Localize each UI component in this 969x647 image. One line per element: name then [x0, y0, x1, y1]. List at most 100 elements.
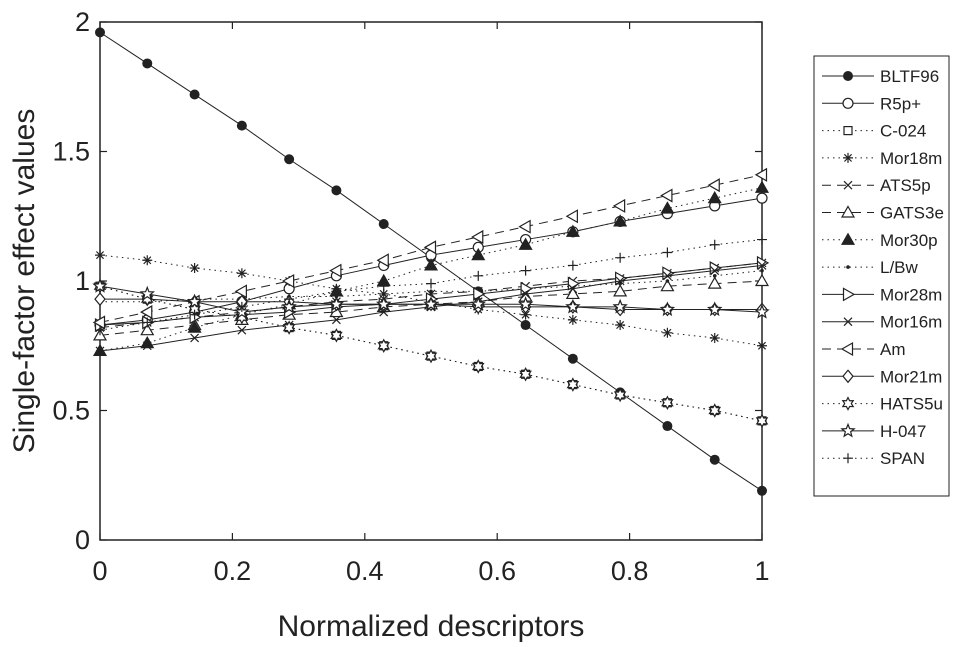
data-point [709, 332, 720, 343]
data-point [662, 247, 673, 258]
series-hats5u [93, 278, 769, 429]
legend-marker [842, 369, 854, 384]
data-point [709, 454, 720, 465]
data-point [710, 266, 720, 276]
data-point [520, 320, 531, 331]
data-point [331, 286, 342, 297]
data-point [284, 154, 295, 165]
legend-label: Mor30p [880, 231, 938, 250]
data-point [660, 201, 675, 214]
data-point [565, 209, 578, 224]
data-point [661, 395, 674, 411]
data-point [520, 309, 531, 320]
data-point [757, 485, 767, 496]
data-point [189, 263, 200, 274]
data-point [565, 224, 580, 237]
x-tick-label: 1 [754, 556, 769, 586]
data-point [755, 413, 769, 429]
legend-marker [840, 232, 856, 245]
legend-entry: C-024 [822, 122, 926, 141]
legend-box [813, 55, 950, 497]
data-point [519, 366, 532, 382]
data-point [567, 314, 578, 325]
data-point [281, 273, 295, 289]
legend-entry: Mor30p [822, 231, 938, 250]
data-point [754, 167, 768, 182]
legend-marker [843, 180, 853, 190]
data-point [282, 320, 296, 335]
data-point [95, 27, 105, 38]
data-point [190, 333, 200, 343]
data-point [613, 284, 628, 297]
y-tick-label: 0 [75, 525, 90, 555]
data-point [187, 320, 202, 333]
data-point [660, 188, 673, 203]
legend-marker [842, 287, 856, 302]
data-point [328, 296, 345, 311]
data-point [95, 325, 105, 336]
data-point [330, 328, 343, 343]
series-line [99, 174, 763, 323]
legend-label: Mor28m [880, 285, 942, 304]
legend-marker [843, 453, 853, 464]
legend-entry: L/Bw [822, 258, 919, 277]
series-line [99, 254, 763, 347]
legend-entry: Mor18m [822, 149, 942, 168]
data-point [707, 276, 722, 289]
data-point [284, 294, 295, 305]
data-point [706, 301, 723, 317]
legend-marker [846, 265, 850, 269]
legend-label: SPAN [880, 449, 925, 468]
data-point [471, 247, 486, 261]
data-point [709, 239, 720, 250]
data-point [756, 192, 768, 204]
data-point [471, 359, 485, 374]
legend-marker [843, 317, 853, 327]
data-point [426, 278, 436, 289]
legend-label: HATS5u [880, 395, 943, 414]
data-point [665, 279, 670, 283]
legend-label: Mor21m [880, 367, 942, 386]
data-point [142, 317, 153, 328]
data-point [92, 278, 108, 293]
data-point [95, 250, 105, 261]
data-point [281, 298, 297, 314]
data-point [520, 265, 531, 276]
data-point [707, 190, 722, 204]
legend-marker [843, 71, 853, 81]
data-point [377, 338, 391, 354]
data-point [473, 286, 486, 301]
data-point [518, 237, 533, 250]
data-point [757, 234, 767, 245]
data-point [757, 340, 767, 351]
x-tick-label: 0 [92, 556, 107, 586]
legend-label: GATS3e [880, 204, 944, 223]
data-point [521, 289, 531, 299]
data-point [613, 387, 627, 403]
data-point [331, 185, 342, 196]
y-axis: 0 0.5 1 1.5 2 [52, 7, 762, 555]
data-point [754, 273, 770, 287]
data-point [612, 198, 626, 213]
data-point [760, 268, 764, 273]
data-point [140, 291, 154, 307]
data-point [92, 315, 106, 330]
data-point [566, 377, 580, 392]
y-tick-label: 0.5 [52, 396, 90, 426]
legend-entry: Mor16m [822, 313, 942, 332]
x-tick-label: 0.8 [611, 556, 649, 586]
legend-entry: SPAN [822, 449, 925, 468]
data-point [142, 255, 153, 266]
legend-marker [843, 152, 853, 163]
legend-entry: GATS3e [822, 204, 944, 223]
data-point [237, 325, 247, 335]
data-point [707, 178, 720, 193]
series-h-047 [92, 278, 770, 319]
data-point [754, 303, 770, 319]
data-point [662, 327, 673, 338]
data-point [470, 296, 487, 311]
data-point [565, 286, 580, 300]
data-point [376, 253, 389, 268]
data-point [660, 278, 675, 292]
legend-label: BLTF96 [880, 67, 939, 86]
